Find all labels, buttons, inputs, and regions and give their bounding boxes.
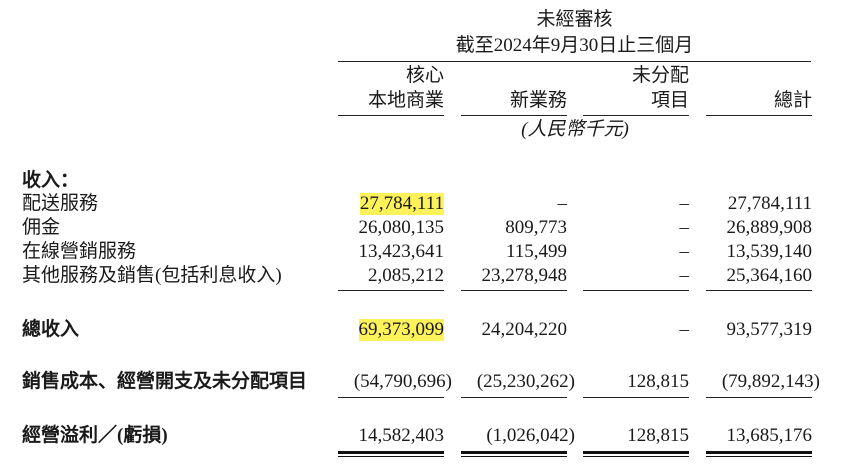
value-text: 115,499 bbox=[505, 241, 567, 262]
subtotal-rule bbox=[706, 290, 812, 291]
row-value: 13,685,176 bbox=[706, 425, 813, 447]
row-label: 佣金 bbox=[22, 217, 61, 238]
value-text: 13,423,641 bbox=[358, 241, 445, 262]
value-text: 26,889,908 bbox=[726, 217, 813, 238]
row-value: (1,026,042) bbox=[461, 425, 575, 447]
row-value: – bbox=[583, 241, 690, 263]
subtotal-rule bbox=[706, 397, 812, 398]
subtotal-rule bbox=[338, 397, 444, 398]
col-header-core-line1: 核心 bbox=[405, 65, 444, 86]
col-rule bbox=[583, 115, 689, 116]
value-text: – bbox=[557, 193, 568, 214]
row-value: 26,080,135 bbox=[338, 217, 445, 239]
value-text: 809,773 bbox=[505, 217, 567, 238]
total-double-rule bbox=[338, 451, 444, 457]
total-double-rule bbox=[583, 451, 689, 457]
value-text: (54,790,696) bbox=[353, 371, 452, 392]
row-value: 27,784,111 bbox=[338, 193, 444, 215]
value-text: 128,815 bbox=[627, 425, 689, 446]
value-text: 14,582,403 bbox=[358, 425, 445, 446]
value-text: 26,080,135 bbox=[358, 217, 445, 238]
row-value: 809,773 bbox=[461, 217, 567, 239]
col-rule bbox=[338, 115, 444, 116]
row-value: – bbox=[583, 217, 690, 239]
total-double-rule bbox=[706, 451, 812, 457]
row-value: 13,423,641 bbox=[338, 241, 445, 263]
value-text: (25,230,262) bbox=[476, 371, 575, 392]
row-value: 23,278,948 bbox=[461, 265, 568, 287]
col-header-unallocated-line1: 未分配 bbox=[631, 65, 689, 86]
col-rule bbox=[706, 115, 812, 116]
row-value: – bbox=[583, 193, 690, 215]
row-value: 24,204,220 bbox=[461, 319, 568, 341]
col-header-core-line2: 本地商業 bbox=[367, 90, 444, 111]
row-value: 128,815 bbox=[583, 371, 689, 393]
unit-label: (人民幣千元) bbox=[521, 119, 629, 140]
value-text: – bbox=[679, 217, 690, 238]
col-header-total: 總計 bbox=[773, 90, 812, 111]
row-value: 14,582,403 bbox=[338, 425, 445, 447]
row-value: 93,577,319 bbox=[706, 319, 813, 341]
row-value: (54,790,696) bbox=[338, 371, 452, 393]
value-text: 13,685,176 bbox=[726, 425, 813, 446]
total-double-rule bbox=[461, 451, 567, 457]
row-label: 銷售成本、經營開支及未分配項目 bbox=[22, 371, 308, 392]
row-label: 配送服務 bbox=[22, 193, 99, 214]
subtotal-rule bbox=[583, 290, 689, 291]
row-label: 總收入 bbox=[22, 319, 80, 340]
value-text: 128,815 bbox=[627, 371, 689, 392]
subtotal-rule bbox=[338, 290, 444, 291]
value-text: 13,539,140 bbox=[726, 241, 813, 262]
value-text: 93,577,319 bbox=[726, 319, 813, 340]
row-label: 其他服務及銷售(包括利息收入) bbox=[22, 265, 282, 286]
row-value: 69,373,099 bbox=[338, 319, 444, 341]
row-value: – bbox=[461, 193, 568, 215]
row-value: 2,085,212 bbox=[338, 265, 444, 287]
value-text: 2,085,212 bbox=[368, 265, 444, 286]
row-value: (79,892,143) bbox=[706, 371, 820, 393]
col-header-new: 新業務 bbox=[509, 90, 567, 111]
col-rule bbox=[461, 115, 567, 116]
section-revenue-heading: 收入： bbox=[22, 170, 80, 191]
row-value: 13,539,140 bbox=[706, 241, 813, 263]
row-label: 在線營銷服務 bbox=[22, 241, 137, 262]
value-text: – bbox=[679, 241, 690, 262]
row-value: 26,889,908 bbox=[706, 217, 813, 239]
row-value: – bbox=[583, 265, 690, 287]
row-value: (25,230,262) bbox=[461, 371, 575, 393]
subtotal-rule bbox=[461, 397, 567, 398]
subtotal-rule bbox=[461, 290, 567, 291]
subtotal-rule bbox=[583, 397, 689, 398]
value-text: 69,373,099 bbox=[358, 319, 444, 341]
row-value: 128,815 bbox=[583, 425, 689, 447]
col-header-unallocated-line2: 項目 bbox=[650, 90, 689, 111]
value-text: 24,204,220 bbox=[481, 319, 568, 340]
header-audit-status: 未經審核 bbox=[536, 9, 613, 30]
header-rule bbox=[338, 61, 811, 62]
header-period: 截至2024年9月30日止三個月 bbox=[455, 35, 694, 56]
value-text: (1,026,042) bbox=[486, 425, 575, 446]
row-value: 27,784,111 bbox=[706, 193, 812, 215]
value-text: 27,784,111 bbox=[359, 193, 444, 215]
value-text: – bbox=[679, 265, 690, 286]
row-label: 經營溢利／(虧損) bbox=[22, 425, 168, 446]
value-text: – bbox=[679, 319, 690, 340]
value-text: 23,278,948 bbox=[481, 265, 568, 286]
value-text: 27,784,111 bbox=[727, 193, 812, 214]
row-value: 25,364,160 bbox=[706, 265, 813, 287]
row-value: – bbox=[583, 319, 690, 341]
value-text: – bbox=[679, 193, 690, 214]
value-text: (79,892,143) bbox=[721, 371, 820, 392]
row-value: 115,499 bbox=[461, 241, 567, 263]
value-text: 25,364,160 bbox=[726, 265, 813, 286]
